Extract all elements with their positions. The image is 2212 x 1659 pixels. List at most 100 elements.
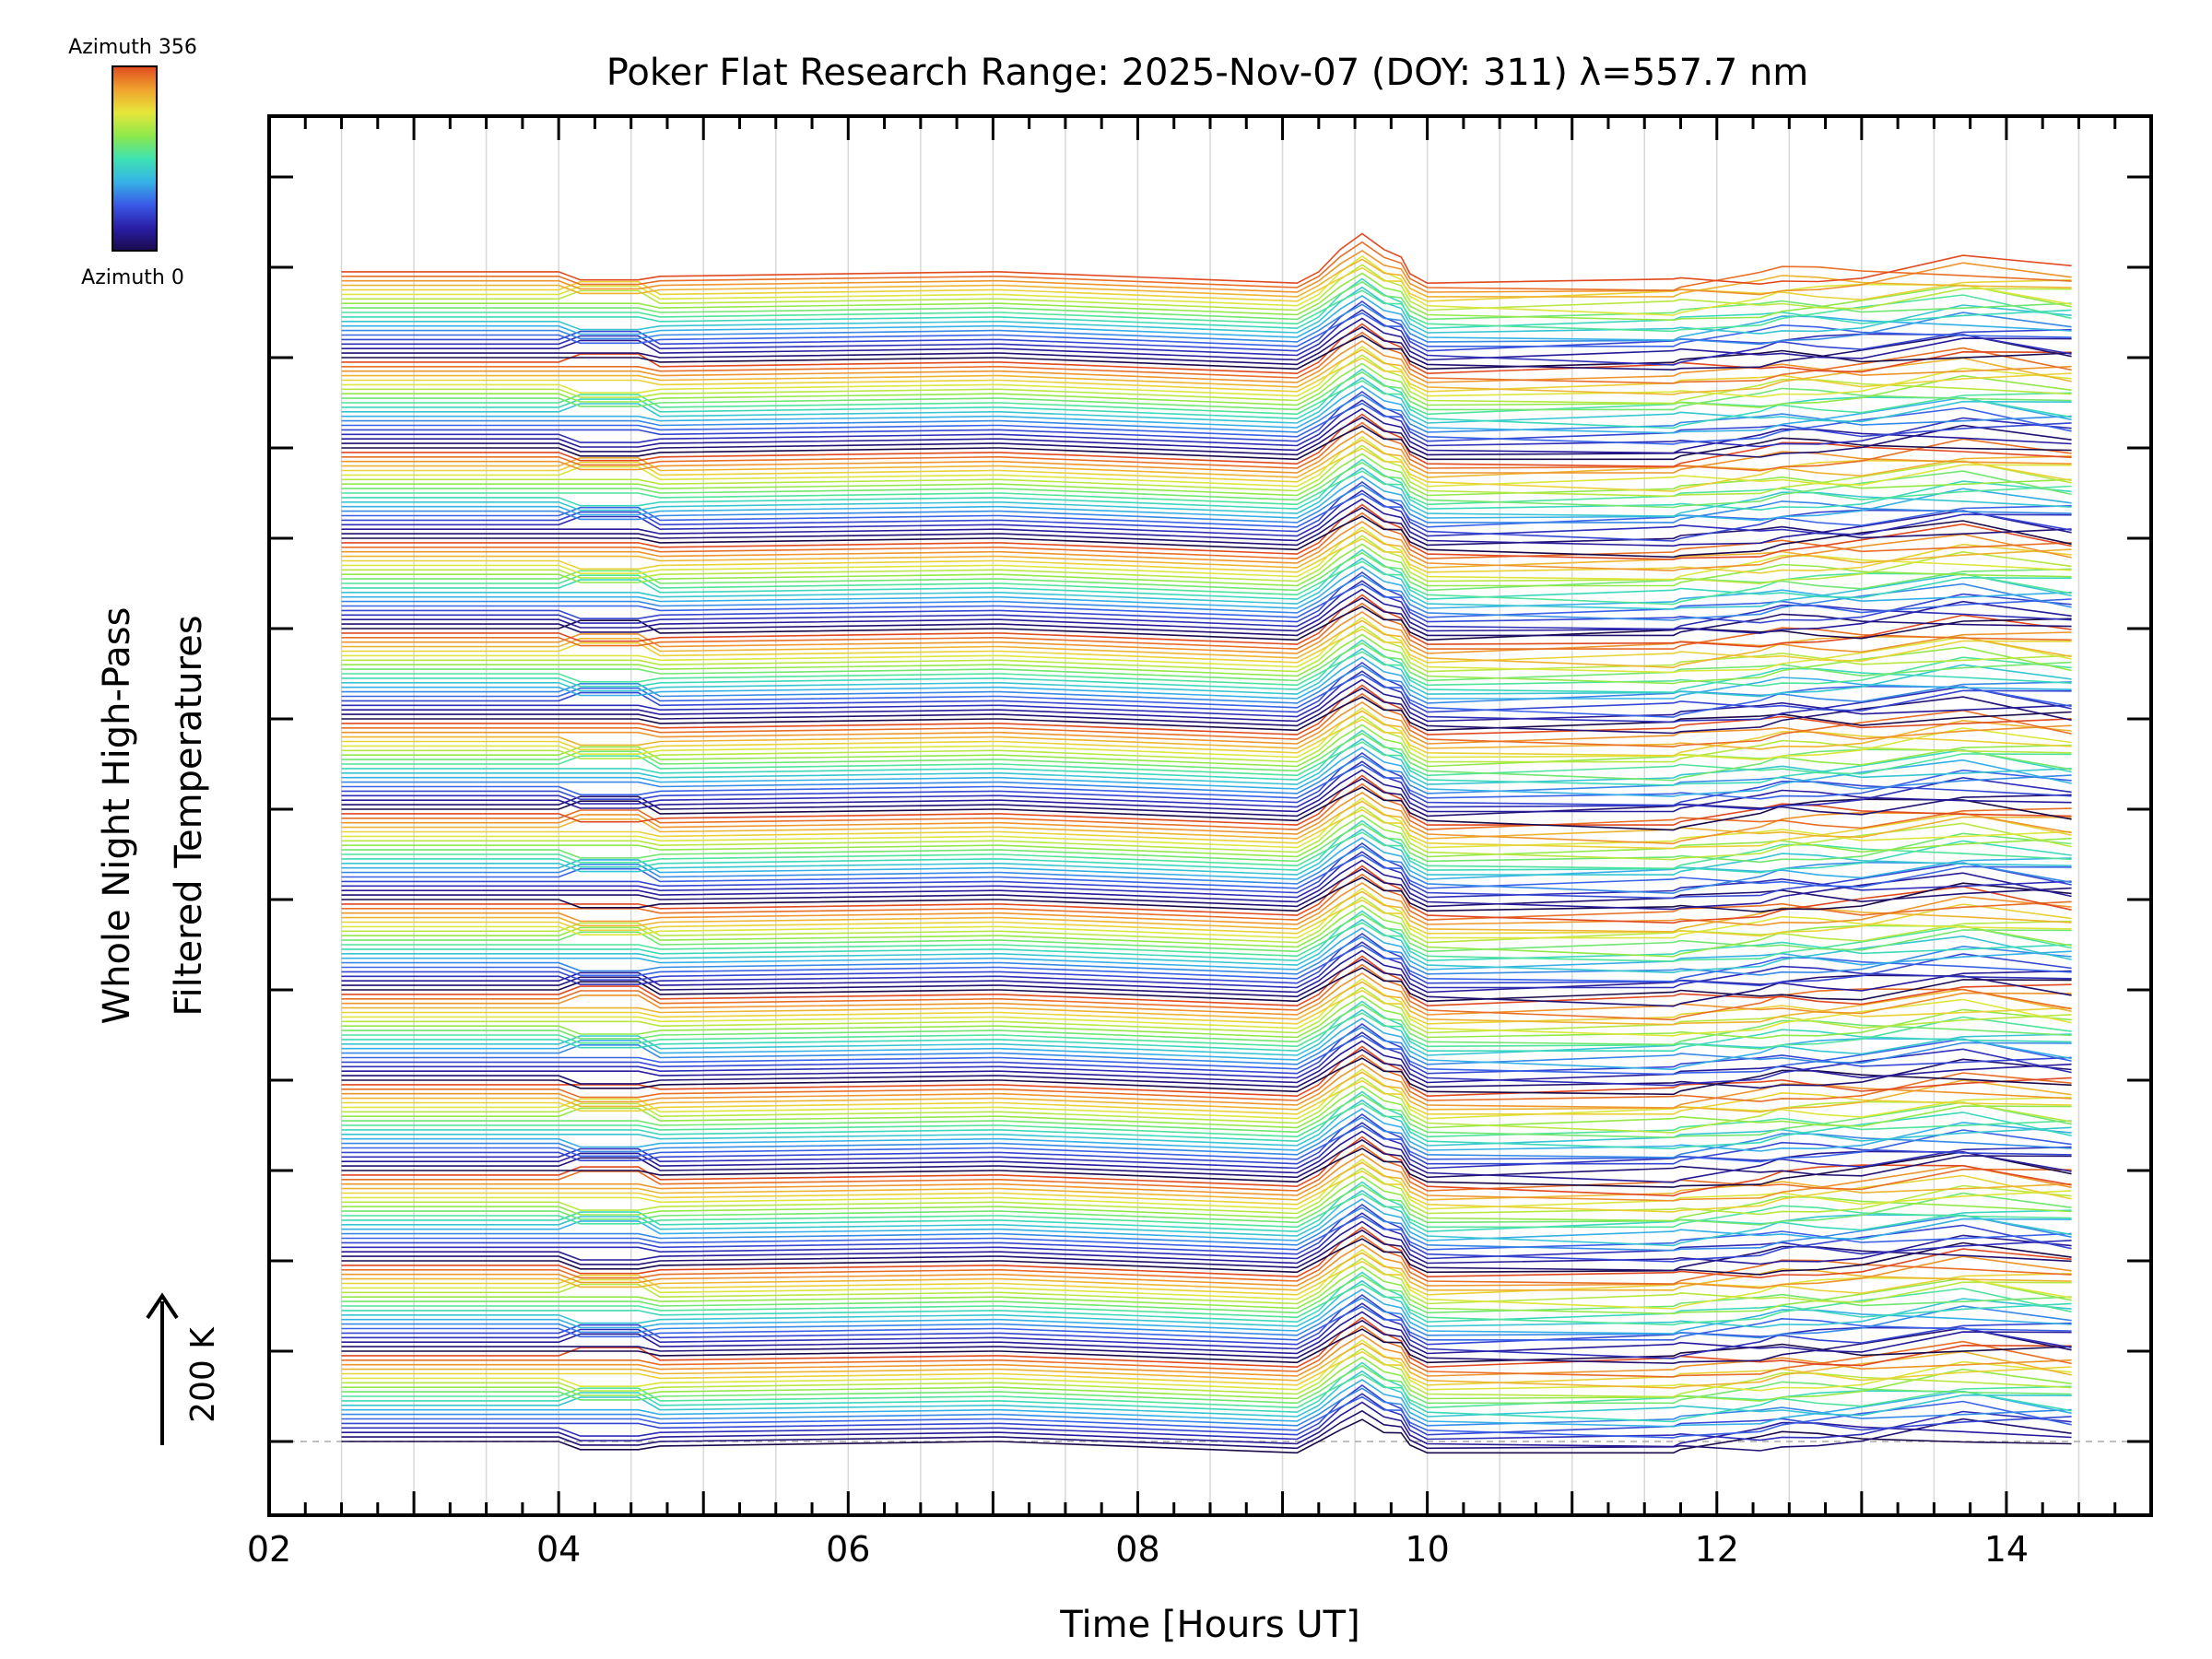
trace-line <box>341 535 2072 585</box>
trace-line <box>341 1288 2072 1335</box>
x-tick-label: 14 <box>1984 1529 2029 1570</box>
trace-line <box>341 537 2072 574</box>
trace-line <box>341 1026 2072 1065</box>
trace-line <box>341 1153 2072 1202</box>
y-axis-label-line1: Whole Night High-Pass <box>96 607 138 1025</box>
trace-line <box>341 792 2072 845</box>
trace-line <box>341 266 2072 302</box>
trace-line <box>341 1279 2072 1328</box>
trace-line <box>341 300 2072 352</box>
trace-line <box>341 949 2072 994</box>
trace-line <box>341 574 2072 621</box>
scale-bar: 200 K <box>146 1292 222 1445</box>
trace-line <box>341 602 2072 650</box>
trace-line <box>341 935 2072 976</box>
trace-line <box>341 1319 2072 1365</box>
trace-line <box>341 972 2072 1016</box>
trace-line <box>341 1215 2072 1251</box>
trace-line <box>341 837 2072 880</box>
trace-line <box>341 1122 2072 1170</box>
trace-line <box>341 1252 2072 1291</box>
trace-line <box>341 1316 2072 1369</box>
trace-line <box>341 910 2072 962</box>
trace-line <box>341 331 2072 384</box>
trace-line <box>341 896 2072 944</box>
trace-line <box>341 588 2072 634</box>
trace-line <box>341 1206 2072 1252</box>
trace-line <box>341 806 2072 861</box>
trace-line <box>341 1003 2072 1046</box>
y-axis-label-line2: Filtered Temperatures <box>168 615 210 1016</box>
trace-line <box>341 1347 2072 1398</box>
trace-line <box>341 1350 2072 1386</box>
trace-line <box>341 303 2072 346</box>
trace-line <box>341 760 2072 811</box>
trace-line <box>341 362 2072 408</box>
trace-line <box>341 439 2072 478</box>
trace-line <box>341 596 2072 637</box>
trace-line <box>341 526 2072 581</box>
trace-line <box>341 1071 2072 1113</box>
trace-line <box>341 628 2072 664</box>
trace-line <box>341 407 2072 454</box>
trace-line <box>341 899 2072 937</box>
trace-line <box>341 354 2072 405</box>
legend-top-label: Azimuth 356 <box>68 36 197 59</box>
trace-line <box>341 1102 2072 1138</box>
trace-line <box>341 1238 2072 1276</box>
trace-line <box>341 944 2072 982</box>
trace-line <box>341 399 2072 448</box>
trace-line <box>341 752 2072 806</box>
trace-line <box>341 1260 2072 1296</box>
trace-line <box>341 853 2072 889</box>
trace-line <box>341 515 2072 559</box>
trace-line <box>341 1271 2072 1324</box>
trace-line <box>341 1183 2072 1226</box>
trace-line <box>341 865 2072 924</box>
trace-line <box>341 842 2072 900</box>
trace-line <box>341 941 2072 989</box>
trace-line <box>341 1339 2072 1392</box>
trace-line <box>341 1008 2072 1056</box>
trace-line <box>341 625 2072 673</box>
trace-line <box>341 877 2072 913</box>
trace-line <box>341 1099 2072 1147</box>
trace-line <box>341 458 2072 512</box>
trace-line <box>341 461 2072 509</box>
chart-title: Poker Flat Research Range: 2025-Nov-07 (… <box>606 52 1809 94</box>
trace-line <box>341 662 2072 713</box>
trace-line <box>341 859 2072 911</box>
trace-line <box>341 927 2072 971</box>
trace-line <box>341 1243 2072 1289</box>
trace-line <box>341 822 2072 864</box>
trace-line <box>341 808 2072 850</box>
trace-line <box>341 1220 2072 1265</box>
trace-line <box>341 797 2072 849</box>
trace-line <box>341 1113 2072 1165</box>
trace-line <box>341 1234 2072 1285</box>
trace-line <box>341 348 2072 395</box>
trace-line <box>341 678 2072 723</box>
trace-line <box>341 782 2072 830</box>
trace-line <box>341 1274 2072 1314</box>
trace-line <box>341 1311 2072 1355</box>
trace-line <box>341 918 2072 974</box>
trace-line <box>341 325 2072 371</box>
colorbar <box>112 65 158 252</box>
trace-line <box>341 416 2072 458</box>
trace-line <box>341 1401 2072 1448</box>
trace-line <box>341 1181 2072 1233</box>
trace-line <box>341 453 2072 497</box>
trace-line <box>341 1053 2072 1102</box>
trace-line <box>341 867 2072 908</box>
trace-line <box>341 385 2072 434</box>
trace-line <box>341 1387 2072 1427</box>
trace-line <box>341 413 2072 468</box>
x-axis-label: Time [Hours UT] <box>1059 1604 1359 1646</box>
trace-line <box>341 741 2072 777</box>
trace-line <box>341 476 2072 522</box>
trace-line <box>341 978 2072 1037</box>
trace-line <box>341 277 2072 330</box>
trace-line <box>341 1048 2072 1089</box>
trace-line <box>341 1226 2072 1279</box>
